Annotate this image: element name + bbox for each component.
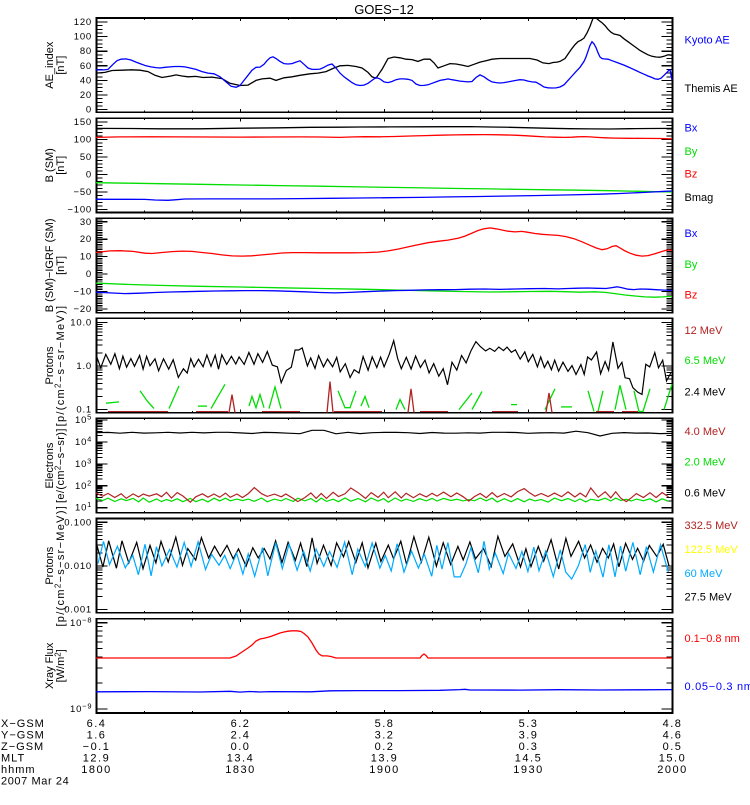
svg-text:12.9: 12.9 — [83, 753, 110, 765]
svg-text:Bx: Bx — [685, 123, 698, 135]
svg-text:−0.1: −0.1 — [83, 741, 111, 753]
svg-text:X−GSM: X−GSM — [1, 718, 45, 730]
svg-text:13.9: 13.9 — [371, 753, 398, 765]
svg-text:0: 0 — [86, 170, 92, 181]
svg-text:0.3: 0.3 — [519, 741, 539, 753]
svg-text:27.5 MeV: 27.5 MeV — [685, 591, 733, 603]
svg-text:150: 150 — [74, 117, 92, 128]
svg-text:30: 30 — [80, 217, 92, 228]
svg-text:1830: 1830 — [225, 764, 255, 776]
svg-text:[e/(cm2−s−sr)]: [e/(cm2−s−sr)] — [54, 428, 68, 503]
svg-text:1900: 1900 — [369, 764, 399, 776]
svg-text:20: 20 — [80, 234, 92, 245]
svg-text:3.2: 3.2 — [375, 730, 395, 742]
svg-text:Kyoto AE: Kyoto AE — [685, 35, 730, 47]
svg-text:−20: −20 — [73, 304, 92, 315]
svg-text:3.9: 3.9 — [519, 730, 539, 742]
svg-text:Bx: Bx — [685, 228, 698, 240]
svg-text:0.5: 0.5 — [663, 741, 683, 753]
svg-text:2.4 MeV: 2.4 MeV — [685, 387, 727, 399]
svg-text:100: 100 — [74, 135, 92, 146]
svg-text:[nT]: [nT] — [55, 56, 67, 75]
svg-text:2007 Mar 24: 2007 Mar 24 — [1, 776, 69, 788]
svg-text:[p/(cm2−s−sr−MeV)]: [p/(cm2−s−sr−MeV)] — [54, 305, 68, 427]
svg-text:−10: −10 — [73, 287, 92, 298]
svg-text:1800: 1800 — [81, 764, 111, 776]
svg-text:0.2: 0.2 — [375, 741, 395, 753]
svg-text:5.3: 5.3 — [519, 718, 539, 730]
svg-text:1.6: 1.6 — [87, 730, 107, 742]
svg-text:Z−GSM: Z−GSM — [1, 741, 44, 753]
svg-text:0.6 MeV: 0.6 MeV — [685, 488, 727, 500]
svg-text:[nT]: [nT] — [55, 156, 67, 175]
svg-text:40: 40 — [80, 75, 92, 86]
svg-text:0.1−0.8 nm: 0.1−0.8 nm — [685, 633, 740, 645]
svg-text:332.5 MeV: 332.5 MeV — [685, 520, 739, 532]
svg-text:0.001: 0.001 — [64, 605, 92, 616]
svg-text:10: 10 — [80, 252, 92, 263]
svg-text:0: 0 — [86, 269, 92, 280]
svg-text:6.2: 6.2 — [231, 718, 251, 730]
svg-text:5.8: 5.8 — [375, 718, 395, 730]
svg-text:6.4: 6.4 — [87, 718, 107, 730]
svg-text:15.0: 15.0 — [659, 753, 686, 765]
svg-text:120: 120 — [74, 17, 92, 28]
svg-text:14.5: 14.5 — [515, 753, 542, 765]
svg-text:By: By — [685, 259, 698, 271]
svg-text:4.6: 4.6 — [663, 730, 683, 742]
svg-text:Themis AE: Themis AE — [685, 83, 738, 95]
svg-text:1930: 1930 — [513, 764, 543, 776]
svg-text:[nT]: [nT] — [55, 256, 67, 275]
svg-text:4.0 MeV: 4.0 MeV — [685, 426, 727, 438]
svg-text:0.010: 0.010 — [64, 561, 92, 572]
svg-text:0: 0 — [86, 105, 92, 116]
svg-text:hhmm: hhmm — [1, 764, 36, 776]
svg-text:0.100: 0.100 — [64, 517, 92, 528]
svg-text:By: By — [685, 146, 698, 158]
svg-text:13.4: 13.4 — [227, 753, 254, 765]
svg-text:0.0: 0.0 — [231, 741, 251, 753]
svg-text:Y−GSM: Y−GSM — [1, 730, 45, 742]
svg-text:2.0 MeV: 2.0 MeV — [685, 457, 727, 469]
svg-text:[p/(cm2−s−sr−MeV)]: [p/(cm2−s−sr−MeV)] — [54, 505, 68, 627]
svg-text:12 MeV: 12 MeV — [685, 325, 724, 337]
svg-text:80: 80 — [80, 46, 92, 57]
svg-text:Bmag: Bmag — [685, 192, 714, 204]
svg-text:−100: −100 — [67, 205, 92, 216]
svg-text:20: 20 — [80, 90, 92, 101]
svg-text:60: 60 — [80, 61, 92, 72]
svg-text:60 MeV: 60 MeV — [685, 568, 724, 580]
svg-text:Bz: Bz — [685, 289, 698, 301]
svg-text:2000: 2000 — [657, 764, 687, 776]
svg-text:122.5 MeV: 122.5 MeV — [685, 544, 739, 556]
svg-text:10.0: 10.0 — [70, 317, 92, 328]
svg-text:Bz: Bz — [685, 169, 698, 181]
svg-text:1.0: 1.0 — [76, 361, 92, 372]
svg-text:−50: −50 — [73, 187, 92, 198]
svg-text:2.4: 2.4 — [231, 730, 251, 742]
svg-text:MLT: MLT — [1, 753, 25, 765]
svg-text:6.5 MeV: 6.5 MeV — [685, 355, 727, 367]
svg-text:50: 50 — [80, 152, 92, 163]
svg-text:0.05−0.3 nm: 0.05−0.3 nm — [685, 681, 750, 693]
svg-text:GOES−12: GOES−12 — [354, 2, 414, 17]
svg-text:4.8: 4.8 — [663, 718, 683, 730]
svg-text:100: 100 — [74, 32, 92, 43]
